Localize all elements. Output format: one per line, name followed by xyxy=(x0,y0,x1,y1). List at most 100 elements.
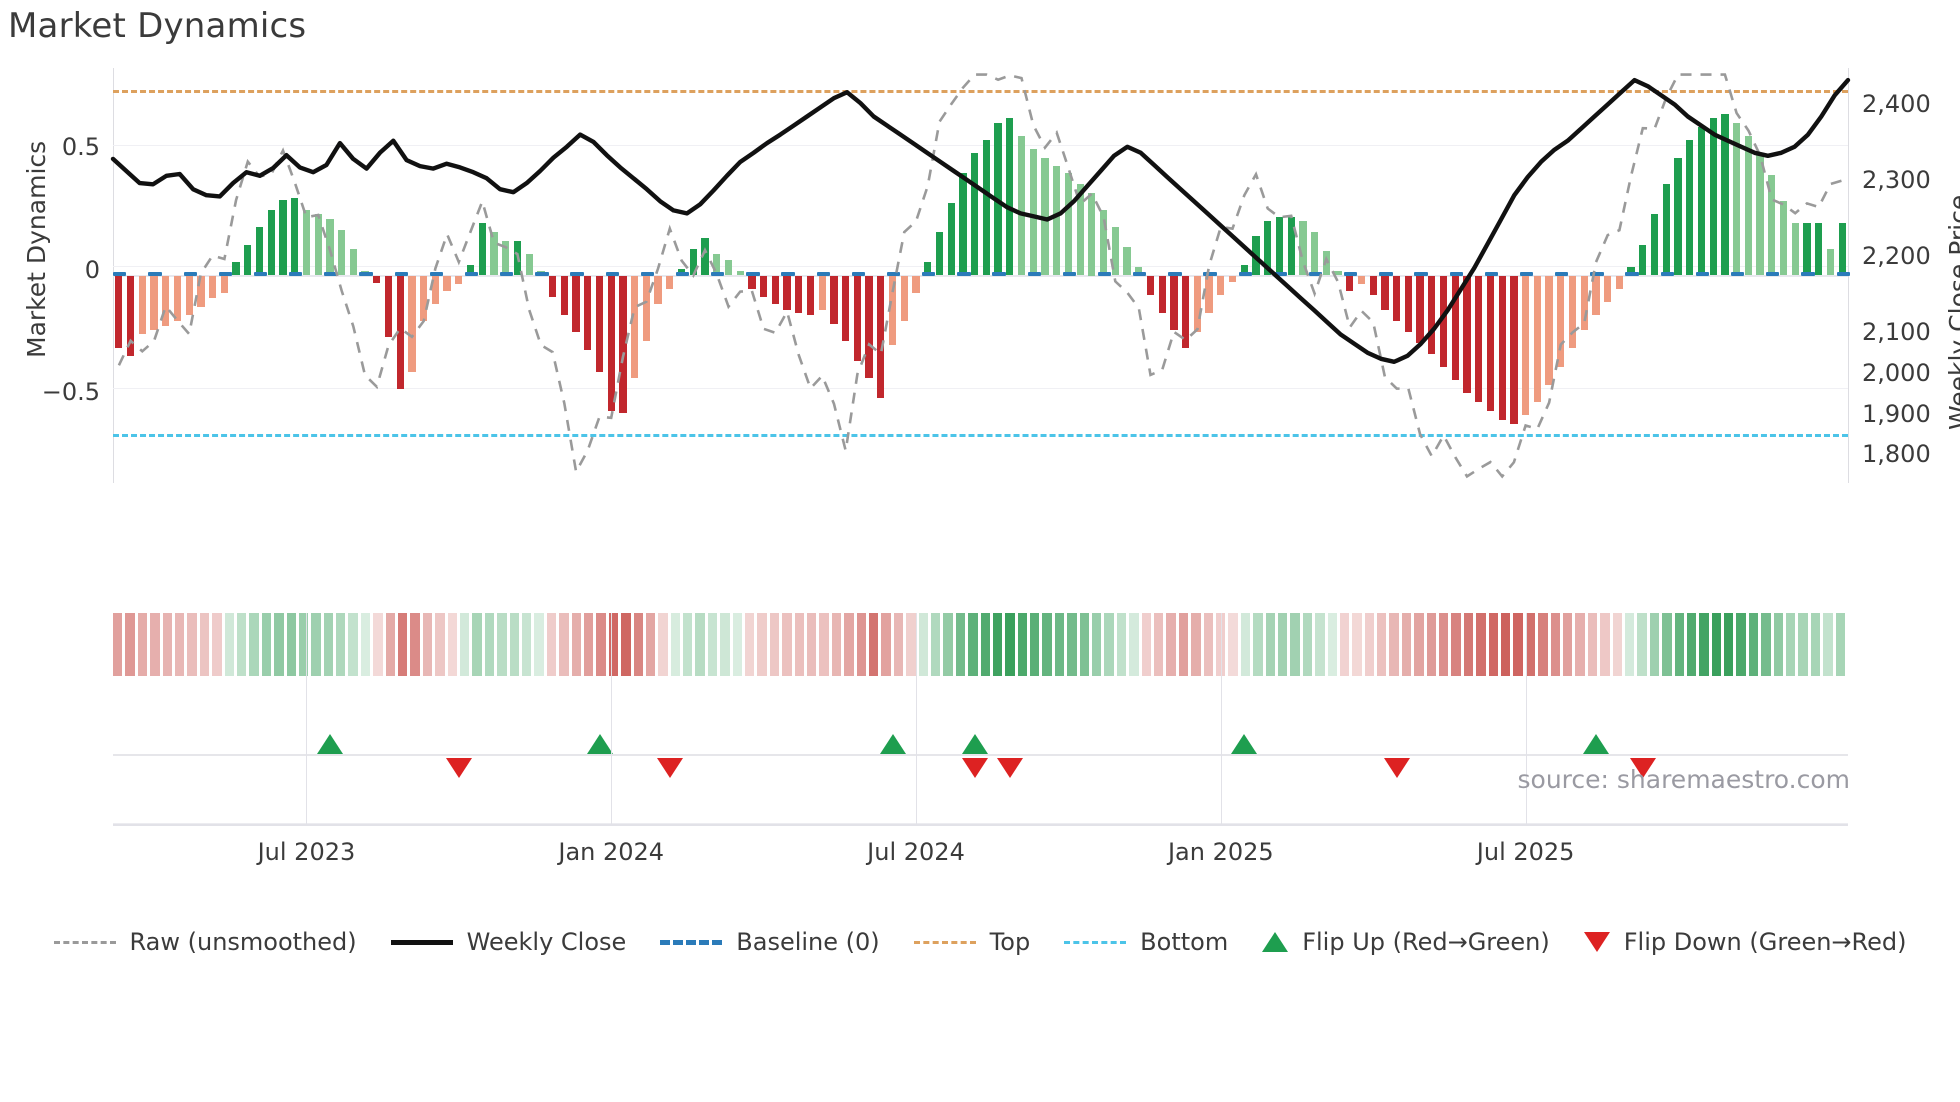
momentum-bar xyxy=(1791,223,1799,276)
momentum-bar xyxy=(701,238,709,276)
legend-item[interactable]: Bottom xyxy=(1064,928,1228,956)
momentum-bar xyxy=(1463,275,1471,394)
heatmap-cell xyxy=(125,613,135,676)
heatmap-cell xyxy=(1463,613,1474,676)
heatmap-cell xyxy=(385,613,396,676)
momentum-bar xyxy=(150,275,158,331)
chart-legend: Raw (unsmoothed) Weekly Close Baseline (0)… xyxy=(0,928,1960,956)
momentum-bar xyxy=(1193,275,1201,333)
momentum-bar xyxy=(1017,135,1026,276)
heatmap-cell xyxy=(1178,613,1189,676)
heatmap-cell xyxy=(546,613,557,676)
legend-item[interactable]: Baseline (0) xyxy=(660,928,880,956)
momentum-bar xyxy=(279,200,287,276)
heatmap-cell xyxy=(930,613,941,676)
flip-up-marker[interactable] xyxy=(961,734,988,754)
momentum-bar xyxy=(1182,275,1190,348)
flip-down-marker[interactable] xyxy=(1383,758,1410,778)
x-tick-label: Jul 2025 xyxy=(1476,838,1575,866)
flip-down-marker[interactable] xyxy=(656,758,683,778)
momentum-bar xyxy=(466,264,475,276)
right-tick-3: 2,100 xyxy=(1862,318,1931,346)
flip-up-marker[interactable] xyxy=(1582,734,1609,754)
heatmap-cell xyxy=(844,613,854,676)
left-axis-label: Market Dynamics xyxy=(22,140,51,358)
momentum-bar xyxy=(1592,275,1600,315)
legend-item[interactable]: Weekly Close xyxy=(390,928,626,956)
flip-up-marker[interactable] xyxy=(879,734,906,754)
heatmap-cell xyxy=(1253,613,1263,676)
momentum-bar xyxy=(1205,275,1213,313)
baseline-segment xyxy=(1273,271,1288,276)
heatmap-cell xyxy=(683,613,693,676)
baseline-segment xyxy=(1625,271,1639,276)
flip-down-marker[interactable] xyxy=(961,758,988,778)
left-tick-2: −0.5 xyxy=(41,378,100,406)
heatmap-cell xyxy=(497,613,507,676)
legend-item[interactable]: Raw (unsmoothed) xyxy=(53,928,357,956)
momentum-bar xyxy=(115,275,123,348)
heatmap-cell xyxy=(1624,613,1635,676)
heatmap-cell xyxy=(1129,613,1139,676)
heatmap-cell xyxy=(348,613,358,676)
flip-up-marker[interactable] xyxy=(586,734,613,754)
heatmap-cell xyxy=(757,613,767,676)
momentum-bar xyxy=(1498,275,1506,420)
legend-item[interactable]: Flip Down (Green→Red) xyxy=(1583,928,1907,956)
baseline-segment xyxy=(1484,271,1499,276)
legend-swatch-dash-blue-icon xyxy=(660,939,723,945)
baseline-segment xyxy=(1414,271,1428,276)
momentum-bar xyxy=(1111,227,1119,276)
momentum-bar xyxy=(1135,266,1143,276)
baseline-segment xyxy=(1590,271,1604,276)
momentum-bar xyxy=(548,275,557,298)
flip-up-marker[interactable] xyxy=(1231,734,1258,754)
gridline xyxy=(113,388,1848,389)
baseline-segment xyxy=(1168,271,1182,276)
flip-down-marker[interactable] xyxy=(445,758,472,778)
legend-item[interactable]: Top xyxy=(913,928,1030,956)
momentum-bar xyxy=(1627,266,1635,276)
momentum-bar xyxy=(783,275,791,311)
x-tick-mark xyxy=(1525,613,1527,825)
heatmap-cell xyxy=(1525,613,1536,676)
legend-swatch-solid-black-icon xyxy=(390,939,453,945)
heatmap-cell xyxy=(596,613,606,676)
momentum-bar xyxy=(1393,275,1401,322)
x-tick-label: Jul 2023 xyxy=(257,838,356,866)
heatmap-cell xyxy=(769,613,780,676)
heatmap-cell xyxy=(484,613,495,676)
momentum-bar xyxy=(572,275,580,333)
heatmap-cell xyxy=(1079,613,1090,676)
heatmap-cell xyxy=(113,613,123,676)
heatmap-cell xyxy=(521,613,532,676)
heatmap-cell xyxy=(1662,613,1672,676)
momentum-bar xyxy=(455,275,463,285)
baseline-segment xyxy=(1766,271,1780,276)
momentum-bar xyxy=(654,275,662,304)
heatmap-cell xyxy=(1277,613,1288,676)
heatmap-cell xyxy=(1649,613,1660,676)
momentum-bar xyxy=(1510,275,1518,425)
baseline-segment xyxy=(570,271,584,276)
heatmap-cell xyxy=(1575,613,1585,676)
baseline-segment xyxy=(886,271,901,276)
flip-marker-panel xyxy=(113,690,1848,825)
heatmap-cell xyxy=(1141,613,1151,676)
flip-down-marker[interactable] xyxy=(996,758,1023,778)
legend-swatch-dash-cyan-icon xyxy=(1064,940,1127,944)
momentum-bar xyxy=(1486,275,1495,411)
momentum-bar xyxy=(724,260,733,276)
flip-up-marker[interactable] xyxy=(316,734,343,754)
heatmap-cell xyxy=(274,613,284,676)
flip-down-marker[interactable] xyxy=(1629,758,1656,778)
right-tick-6: 1,800 xyxy=(1862,440,1931,468)
heatmap-cell xyxy=(1401,613,1412,676)
gridline xyxy=(113,266,1848,267)
legend-item[interactable]: Flip Up (Red→Green) xyxy=(1262,928,1550,956)
heatmap-cell xyxy=(695,613,705,676)
momentum-bar xyxy=(1826,249,1835,276)
baseline-segment xyxy=(535,271,549,276)
momentum-bar xyxy=(560,275,568,315)
line-overlay xyxy=(110,73,1851,479)
